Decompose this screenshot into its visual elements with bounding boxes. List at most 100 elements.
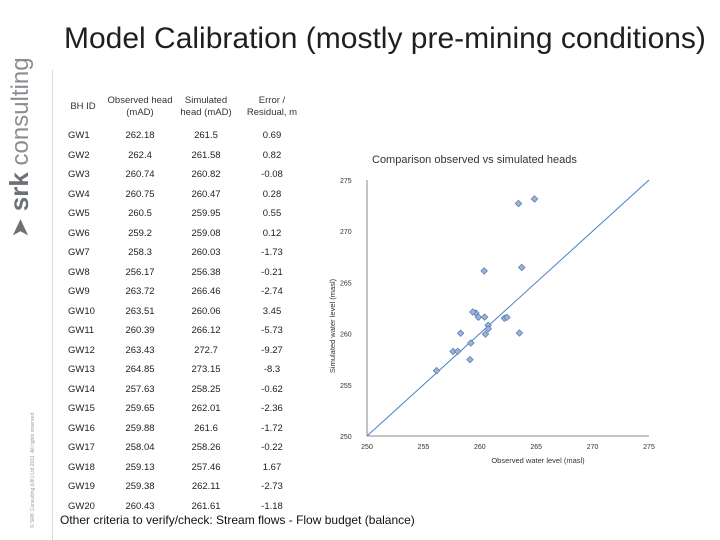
cell-error: -2.74	[261, 286, 283, 298]
table-row: GW6 259.2 259.08 0.12	[60, 224, 306, 244]
cell-simulated: 266.46	[191, 286, 221, 298]
x-axis-label: Observed water level (masl)	[491, 456, 585, 465]
table-row: GW18 259.13 257.46 1.67	[60, 458, 306, 478]
table-row: GW3 260.74 260.82 -0.08	[60, 165, 306, 185]
cell-simulated: 259.08	[191, 227, 221, 239]
table-row: GW4 260.75 260.47 0.28	[60, 185, 306, 205]
col-observed: Observed head (mAD)	[107, 95, 173, 118]
cell-error: -0.62	[261, 383, 283, 395]
y-tick-label: 250	[340, 434, 352, 441]
cell-error: -2.73	[261, 481, 283, 493]
cell-bh-id: GW17	[68, 442, 95, 454]
cell-observed: 259.2	[128, 227, 152, 239]
table-row: GW16 259.88 261.6 -1.72	[60, 419, 306, 439]
cell-observed: 263.72	[125, 286, 155, 298]
cell-simulated: 257.46	[191, 461, 221, 473]
cell-simulated: 272.7	[194, 344, 218, 356]
x-tick-label: 260	[474, 444, 486, 451]
scatter-chart: Comparison observed vs simulated heads 25…	[328, 154, 655, 465]
data-point	[514, 199, 523, 208]
one-to-one-line	[366, 179, 650, 437]
cell-simulated: 256.38	[191, 266, 221, 278]
cell-observed: 259.38	[125, 481, 155, 493]
cell-observed: 259.65	[125, 403, 155, 415]
cell-error: 0.28	[262, 188, 282, 200]
table-row: GW15 259.65 262.01 -2.36	[60, 399, 306, 419]
cell-bh-id: GW4	[68, 188, 90, 200]
cell-observed: 258.3	[128, 247, 152, 259]
footer-note: Other criteria to verify/check: Stream f…	[60, 513, 415, 527]
cell-error: -5.73	[261, 325, 283, 337]
table-row: GW1 262.18 261.5 0.69	[60, 126, 306, 146]
y-tick-label: 270	[340, 229, 352, 236]
data-point	[517, 263, 526, 272]
table-header-row: BH ID Observed head (mAD) Simulated head…	[60, 88, 306, 126]
cell-observed: 259.88	[125, 422, 155, 434]
calibration-table: BH ID Observed head (mAD) Simulated head…	[60, 88, 306, 516]
cell-observed: 258.04	[125, 442, 155, 454]
cell-simulated: 261.58	[191, 149, 221, 161]
data-point	[453, 347, 462, 356]
cell-observed: 262.4	[128, 149, 152, 161]
cell-bh-id: GW3	[68, 169, 90, 181]
cell-observed: 263.43	[125, 344, 155, 356]
cell-error: -1.73	[261, 247, 283, 259]
cell-observed: 260.75	[125, 188, 155, 200]
cell-simulated: 273.15	[191, 364, 221, 376]
table-row: GW17 258.04 258.26 -0.22	[60, 438, 306, 458]
cell-simulated: 261.6	[194, 422, 218, 434]
data-point	[530, 195, 539, 203]
cell-bh-id: GW8	[68, 266, 90, 278]
cell-error: 0.69	[262, 130, 282, 142]
col-error: Error / Residual, m	[246, 95, 298, 118]
data-point	[503, 313, 511, 322]
x-tick-label: 270	[587, 444, 599, 451]
cell-error: -0.21	[261, 266, 283, 278]
divider	[52, 70, 53, 540]
data-point	[467, 339, 475, 347]
table-body: GW1 262.18 261.5 0.69 GW2 262.4 261.58 0.82 GW3 2…	[60, 126, 306, 516]
table-row: GW2 262.4 261.58 0.82	[60, 146, 306, 166]
cell-error: -0.08	[261, 169, 283, 181]
cell-simulated: 261.5	[194, 130, 218, 142]
cell-bh-id: GW5	[68, 208, 90, 220]
cell-bh-id: GW20	[68, 500, 95, 512]
col-simulated: Simulated head (mAD)	[180, 95, 232, 118]
cell-bh-id: GW2	[68, 149, 90, 161]
cell-bh-id: GW16	[68, 422, 95, 434]
cell-observed: 257.63	[125, 383, 155, 395]
cell-simulated: 262.01	[191, 403, 221, 415]
cell-error: 0.55	[262, 208, 282, 220]
cell-error: -1.18	[261, 500, 283, 512]
cell-observed: 262.18	[125, 130, 155, 142]
cell-observed: 263.51	[125, 305, 155, 317]
cell-error: 0.12	[262, 227, 282, 239]
cell-simulated: 259.95	[191, 208, 221, 220]
table-row: GW7 258.3 260.03 -1.73	[60, 243, 306, 263]
cell-bh-id: GW11	[68, 325, 95, 337]
cell-simulated: 258.26	[191, 442, 221, 454]
table-row: GW13 264.85 273.15 -8.3	[60, 360, 306, 380]
data-point	[515, 329, 524, 337]
cell-simulated: 262.11	[191, 481, 221, 493]
y-tick-label: 260	[340, 332, 352, 339]
cell-observed: 264.85	[125, 364, 155, 376]
table-row: GW12 263.43 272.7 -9.27	[60, 341, 306, 361]
cell-error: -8.3	[263, 364, 281, 376]
cell-simulated: 260.82	[191, 169, 221, 181]
cell-observed: 260.74	[125, 169, 155, 181]
cell-error: -1.72	[261, 422, 283, 434]
y-axis-label: Simulated water level (masl)	[328, 278, 337, 373]
table-row: GW20 260.43 261.61 -1.18	[60, 497, 306, 517]
copyright-notice: © SRK Consulting (UK) Ltd 2011. All righ…	[30, 411, 36, 528]
cell-error: -2.36	[261, 403, 283, 415]
cell-simulated: 260.47	[191, 188, 221, 200]
x-tick-label: 275	[643, 444, 655, 451]
slide-title: Model Calibration (mostly pre-mining con…	[64, 22, 706, 55]
cell-bh-id: GW15	[68, 403, 95, 415]
table-row: GW19 259.38 262.11 -2.73	[60, 477, 306, 497]
data-point	[456, 329, 465, 338]
data-point	[481, 330, 490, 338]
cell-observed: 256.17	[125, 266, 155, 278]
x-tick-label: 265	[530, 444, 542, 451]
